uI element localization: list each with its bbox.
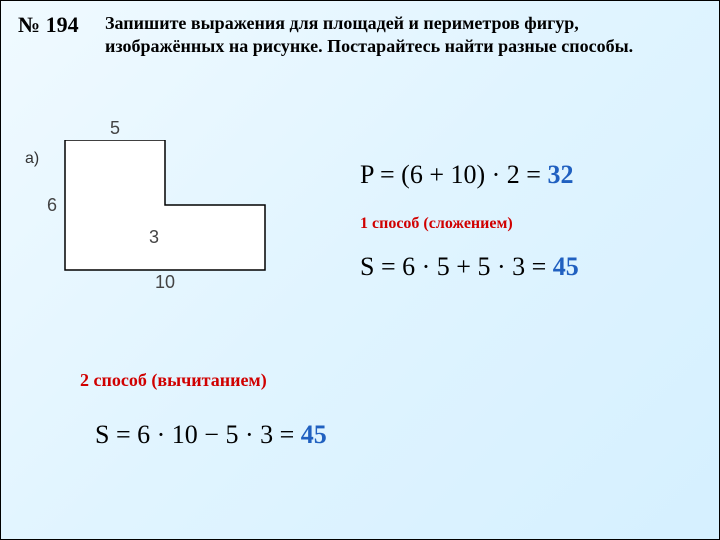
method2-formula: S = 6 · 10 − 5 · 3 = 45 [95, 420, 327, 450]
problem-number: № 194 [18, 12, 79, 38]
perimeter-result: 32 [547, 160, 573, 189]
method1-result: 45 [553, 252, 579, 281]
dim-inner: 3 [149, 227, 159, 248]
perimeter-prefix: P = (6 + 10) · 2 = [360, 160, 547, 189]
method1-label: 1 способ (сложением) [360, 215, 513, 233]
method2-result: 45 [301, 420, 327, 449]
dim-top: 5 [110, 118, 120, 139]
dim-bottom: 10 [155, 272, 175, 293]
figure-a: а) 5 6 3 10 [25, 140, 285, 310]
method1-prefix: S = 6 · 5 + 5 · 3 = [360, 252, 553, 281]
method2-prefix: S = 6 · 10 − 5 · 3 = [95, 420, 301, 449]
method1-formula: S = 6 · 5 + 5 · 3 = 45 [360, 252, 579, 282]
task-text: Запишите выражения для площадей и периме… [105, 12, 695, 59]
method2-label: 2 способ (вычитанием) [80, 370, 267, 391]
perimeter-formula: P = (6 + 10) · 2 = 32 [360, 160, 573, 190]
dim-left: 6 [47, 195, 57, 216]
